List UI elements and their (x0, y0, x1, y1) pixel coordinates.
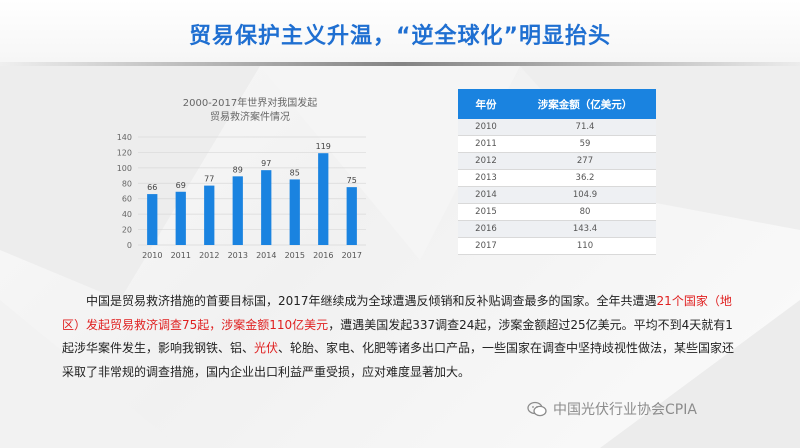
y-tick-label: 100 (117, 164, 132, 173)
y-tick-label: 20 (122, 226, 132, 235)
body-text-part-2: ，遭遇美国发起337调查24起，涉案金额超过25亿美元。平均不到4天就有1起涉华… (62, 317, 733, 356)
table-row: 2012 277 (458, 152, 656, 170)
data-label: 119 (316, 142, 331, 151)
table-cell-year: 2012 (458, 152, 514, 170)
table-row: 2014 104.9 (458, 186, 656, 204)
table-cell-amount: 277 (514, 152, 656, 170)
data-label: 89 (233, 165, 243, 174)
table-cell-amount: 110 (514, 237, 656, 255)
table-cell-amount: 36.2 (514, 169, 656, 187)
table-cell-year: 2010 (458, 119, 514, 136)
table-cell-amount: 59 (514, 135, 656, 153)
y-tick-label: 80 (122, 179, 132, 188)
table-cell-amount: 143.4 (514, 220, 656, 238)
table-cell-year: 2016 (458, 220, 514, 238)
data-label: 69 (176, 181, 186, 190)
data-label: 75 (347, 176, 357, 185)
table-cell-amount: 80 (514, 203, 656, 221)
table-row: 2010 71.4 (458, 119, 656, 136)
table-header-year: 年份 (458, 89, 514, 119)
table-cell-amount: 71.4 (514, 119, 656, 136)
x-tick-label: 2013 (228, 251, 248, 260)
x-tick-label: 2014 (256, 251, 276, 260)
data-label: 85 (290, 168, 300, 177)
table-row: 2016 143.4 (458, 220, 656, 238)
body-paragraph: 中国是贸易救济措施的首要目标国，2017年继续成为全球遭遇反倾销和反补贴调查最多… (62, 290, 738, 384)
bar (147, 194, 158, 245)
chart-title: 2000-2017年世界对我国发起 贸易救济案件情况 (150, 97, 350, 125)
table-cell-year: 2011 (458, 135, 514, 153)
chart-title-line-2: 贸易救济案件情况 (210, 112, 290, 123)
slide-title: 贸易保护主义升温，“逆全球化”明显抬头 (189, 24, 611, 49)
table-cell-year: 2017 (458, 237, 514, 255)
bar (175, 191, 186, 245)
bar (204, 185, 215, 245)
x-tick-label: 2016 (313, 251, 333, 260)
bar (346, 187, 357, 245)
data-label: 97 (261, 159, 271, 168)
bar (232, 176, 243, 245)
body-highlight-2: 光伏 (254, 341, 279, 356)
x-tick-label: 2017 (342, 251, 362, 260)
y-tick-label: 40 (122, 210, 132, 219)
bar (318, 153, 329, 245)
y-tick-label: 140 (117, 133, 132, 142)
watermark-text: 中国光伏行业协会CPIA (553, 402, 697, 418)
y-tick-label: 0 (127, 241, 132, 250)
bar-chart: 0 20 40 60 80 100 120 140 66 2010 69 2011 77 2012 89 20… (117, 133, 366, 260)
watermark: 中国光伏行业协会CPIA (527, 399, 697, 419)
body-highlight-1: 21个国家（地区）发起贸易救济调查75起，涉案金额110亿美元 (62, 294, 732, 332)
body-text-part-1: 中国是贸易救济措施的首要目标国，2017年继续成为全球遭遇反倾销和反补贴调查最多… (86, 294, 657, 308)
table-row: 2013 36.2 (458, 169, 656, 187)
table-row: 2011 59 (458, 135, 656, 153)
header-bar (0, 0, 800, 62)
table-row: 2017 110 (458, 237, 656, 255)
amount-table: 年份 涉案金额（亿美元） 2010 71.4 2011 59 2012 277 2013 36… (458, 89, 656, 255)
table-header-amount: 涉案金额（亿美元） (514, 89, 656, 119)
bar (261, 170, 272, 245)
table-cell-year: 2015 (458, 203, 514, 221)
table-row: 2015 80 (458, 203, 656, 221)
table-cell-year: 2013 (458, 169, 514, 187)
x-tick-label: 2015 (285, 251, 305, 260)
body-text-part-3: 、轮胎、家电、化肥等诸多出口产品，一些国家在调查中坚持歧视性做法，某些国家还采取… (62, 341, 735, 379)
x-tick-label: 2010 (142, 251, 162, 260)
wechat-icon (527, 401, 547, 417)
table-header-row: 年份 涉案金额（亿美元） (458, 89, 656, 119)
y-tick-label: 60 (122, 195, 132, 204)
table-cell-year: 2014 (458, 186, 514, 204)
data-label: 66 (147, 183, 157, 192)
chart-title-line-1: 2000-2017年世界对我国发起 (182, 98, 318, 109)
x-tick-label: 2012 (199, 251, 219, 260)
bar (289, 179, 300, 245)
table-cell-amount: 104.9 (514, 186, 656, 204)
y-tick-label: 120 (117, 148, 132, 157)
x-tick-label: 2011 (171, 251, 191, 260)
data-label: 77 (204, 175, 214, 184)
header-divider (0, 62, 800, 66)
